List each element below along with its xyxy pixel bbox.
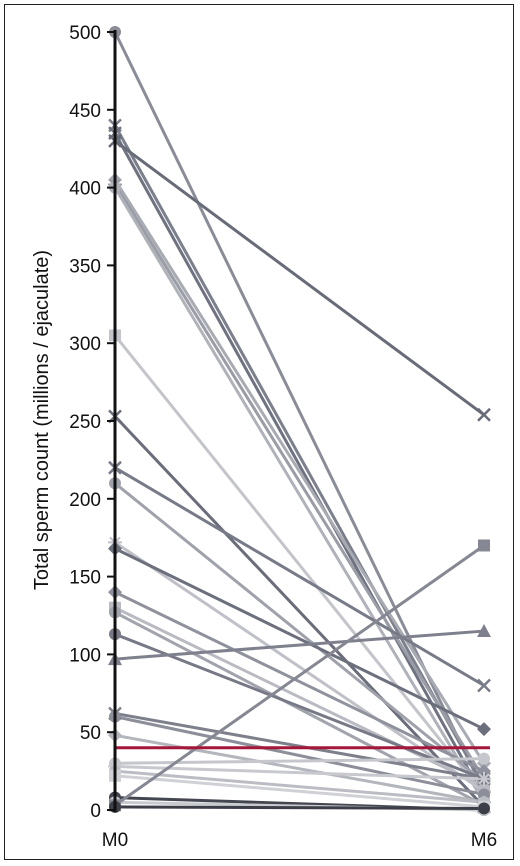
y-tick-label-50: 50 — [80, 723, 101, 744]
series-line-17 — [113, 632, 486, 781]
y-tick-label-450: 450 — [69, 101, 101, 122]
series-line-13 — [113, 547, 486, 731]
y-ticks: 0 50 100 150 200 250 300 350 400 450 500 — [69, 23, 115, 822]
y-axis-title: Total sperm count (millions / ejaculate) — [31, 250, 53, 590]
series-10-point-m6 — [477, 678, 491, 693]
y-tick-label-200: 200 — [69, 490, 101, 511]
y-tick-label-350: 350 — [69, 256, 101, 277]
chart-frame — [4, 4, 514, 860]
series-line-8 — [113, 333, 486, 796]
series-13-point-m6 — [477, 722, 491, 737]
series-line-14 — [113, 590, 486, 773]
x-tick-label-m0: M0 — [102, 830, 128, 851]
series-line-3 — [113, 131, 486, 800]
series-line-5 — [113, 178, 486, 765]
y-tick-label-400: 400 — [69, 179, 101, 200]
series-28-point-m6 — [478, 539, 490, 552]
series-line-11 — [113, 481, 486, 784]
series-line-20 — [113, 715, 486, 796]
series-line-19 — [113, 712, 486, 781]
series-18-point-m6 — [477, 624, 491, 638]
y-tick-label-150: 150 — [69, 568, 101, 589]
series-line-29 — [113, 805, 486, 810]
series-line-16 — [113, 610, 486, 807]
series-29-point-m6 — [478, 802, 490, 815]
series-line-10 — [113, 466, 486, 688]
series-23-point-m6 — [477, 771, 491, 786]
series-line-12 — [113, 540, 486, 793]
y-tick-label-250: 250 — [69, 412, 101, 433]
series-line-6 — [113, 182, 486, 781]
series-4-point-m6 — [477, 407, 491, 422]
series-line-15 — [113, 606, 486, 789]
series-line-23 — [113, 764, 486, 781]
y-tick-label-0: 0 — [90, 801, 101, 822]
x-tick-label-m6: M6 — [471, 830, 497, 851]
series-line-25 — [113, 774, 486, 809]
y-tick-label-100: 100 — [69, 645, 101, 666]
marker-layer — [108, 26, 491, 816]
series-22-point-m6 — [478, 752, 490, 765]
series-line-28 — [113, 543, 486, 807]
series-line-24 — [113, 769, 486, 804]
series-line-4 — [113, 139, 486, 417]
series-line-2 — [113, 123, 486, 789]
series-line-18 — [113, 629, 486, 661]
y-tick-label-300: 300 — [69, 334, 101, 355]
series-layer — [113, 30, 486, 812]
y-tick-label-500: 500 — [69, 23, 101, 44]
